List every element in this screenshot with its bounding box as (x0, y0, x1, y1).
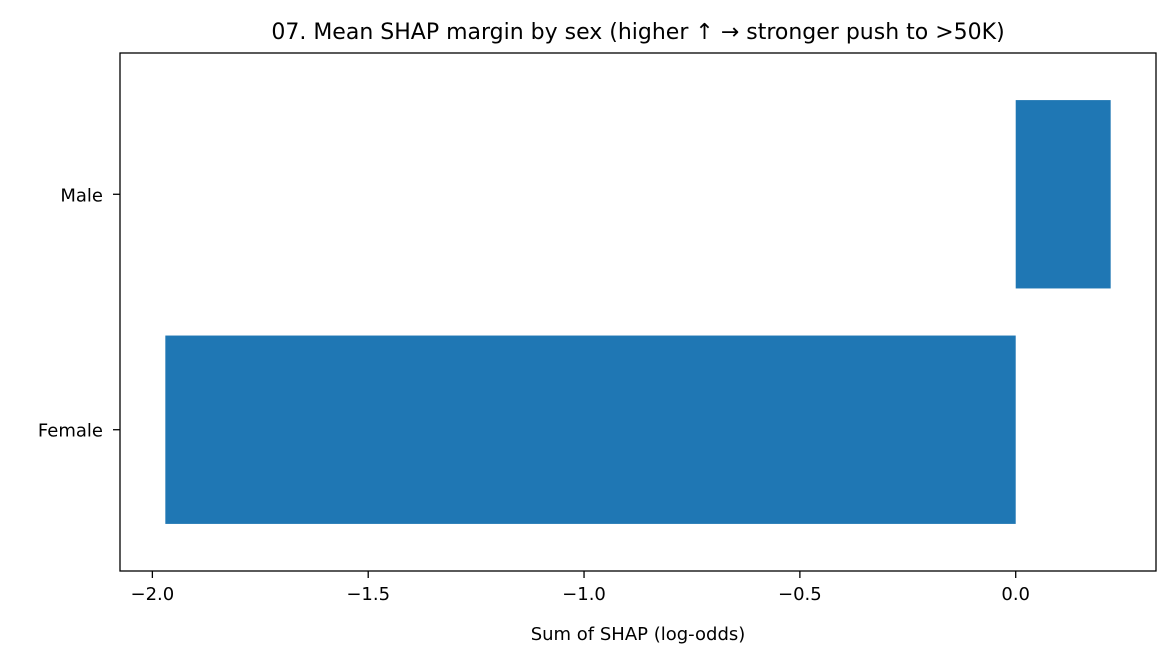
x-axis: −2.0 −1.5 −1.0 −0.5 0.0 (131, 571, 1030, 605)
y-tick-label-male: Male (60, 185, 103, 206)
x-tick-label: 0.0 (1001, 584, 1030, 605)
bar-male (1015, 100, 1111, 289)
x-tick-label: −1.0 (562, 584, 606, 605)
bars-group (165, 100, 1111, 524)
y-tick-label-female: Female (38, 421, 103, 442)
plot-frame (119, 52, 1157, 572)
x-axis-label: Sum of SHAP (log-odds) (531, 624, 746, 645)
x-tick-label: −1.5 (346, 584, 390, 605)
x-tick-label: −2.0 (131, 584, 175, 605)
x-tick-label: −0.5 (778, 584, 822, 605)
bar-female (165, 335, 1016, 524)
y-axis: Female Male (38, 185, 120, 442)
chart-title: 07. Mean SHAP margin by sex (higher ↑ → … (271, 20, 1004, 45)
